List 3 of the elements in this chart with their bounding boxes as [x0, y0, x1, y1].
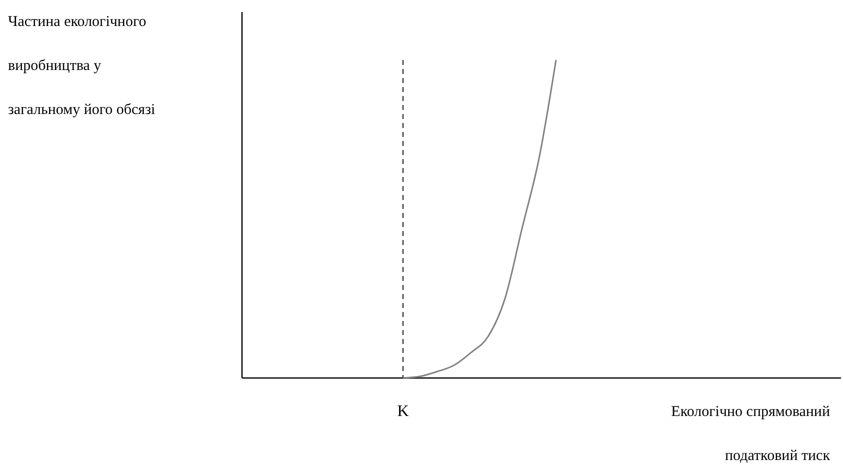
text: Частина екологічного виробництва у загальному його обсязі	[8, 14, 156, 118]
text: K	[397, 403, 409, 420]
text: Екологічно спрямований податковий тиск	[671, 404, 830, 464]
